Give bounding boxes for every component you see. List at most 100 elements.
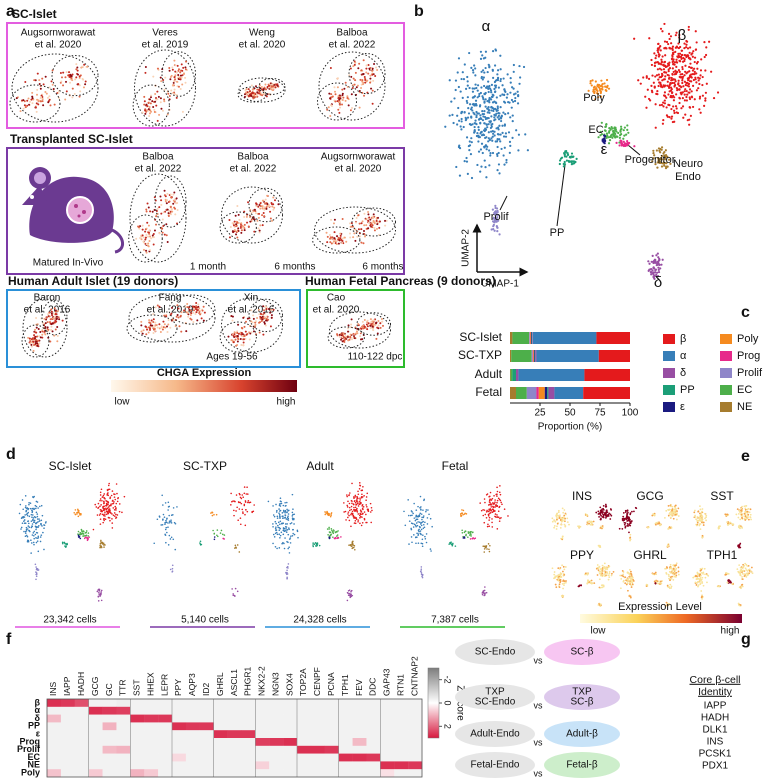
- cell-dot: [241, 229, 243, 231]
- cell-dot: [116, 493, 118, 495]
- cell-dot: [33, 344, 35, 346]
- cell-dot: [250, 95, 252, 97]
- cell-dot: [425, 538, 427, 540]
- cell-dot: [449, 114, 451, 116]
- cell-dot: [624, 582, 626, 584]
- cell-dot: [100, 509, 102, 511]
- cell-dot: [336, 235, 338, 237]
- cell-dot: [675, 93, 677, 95]
- cell-dot: [664, 91, 666, 93]
- cell-dot: [230, 504, 232, 506]
- cell-dot: [668, 70, 670, 72]
- cell-dot: [258, 309, 260, 311]
- cell-dot: [111, 522, 113, 524]
- cell-dot: [598, 568, 600, 570]
- cell-dot: [598, 86, 600, 88]
- cell-dot: [121, 512, 123, 514]
- cell-dot: [489, 498, 491, 500]
- cell-dot: [675, 61, 677, 63]
- cell-dot: [605, 567, 607, 569]
- cell-dot: [234, 229, 236, 231]
- cell-dot: [694, 71, 696, 73]
- cell-dot: [240, 232, 242, 234]
- cell-dot: [685, 96, 687, 98]
- cell-dot: [486, 545, 488, 547]
- cell-dot: [499, 95, 501, 97]
- cell-dot: [560, 574, 562, 576]
- cell-dot: [283, 543, 285, 545]
- cell-dot: [423, 524, 425, 526]
- cluster-label: Prolif: [483, 211, 509, 223]
- cell-dot: [484, 57, 486, 59]
- cell-dot: [287, 534, 289, 536]
- cell-dot: [161, 327, 163, 329]
- cell-dot: [485, 98, 487, 100]
- cell-dot: [750, 519, 752, 521]
- cell-dot: [175, 202, 177, 204]
- cell-dot: [155, 97, 157, 99]
- cell-dot: [99, 506, 101, 508]
- cell-dot: [460, 125, 462, 127]
- gene-label: PPY: [570, 548, 594, 562]
- cell-dot: [565, 580, 567, 582]
- cell-dot: [143, 329, 145, 331]
- cell-dot: [562, 507, 564, 509]
- cell-dot: [565, 514, 567, 516]
- cell-dot: [30, 539, 32, 541]
- cell-dot: [168, 544, 170, 546]
- cluster-label: Progenitor: [625, 154, 676, 166]
- cell-dot: [31, 96, 33, 98]
- cell-dot: [420, 568, 422, 570]
- cell-dot: [704, 69, 706, 71]
- cell-dot: [64, 542, 66, 544]
- cell-dot: [186, 303, 188, 305]
- cell-dot: [174, 198, 176, 200]
- cluster-outline: [222, 187, 283, 243]
- cell-dot: [496, 493, 498, 495]
- cell-dot: [339, 336, 341, 338]
- cell-dot: [496, 502, 498, 504]
- cell-dot: [500, 78, 502, 80]
- cell-dot: [162, 110, 164, 112]
- cell-dot: [280, 535, 282, 537]
- umap-title: Fetal: [442, 459, 469, 473]
- cell-dot: [619, 131, 621, 133]
- umap: [153, 486, 255, 597]
- cell-dot: [170, 208, 172, 210]
- umap-blob: [318, 52, 386, 120]
- cell-dot: [687, 79, 689, 81]
- cell-dot: [354, 501, 356, 503]
- cell-dot: [110, 504, 112, 506]
- cell-dot: [563, 165, 565, 167]
- cell-dot: [656, 74, 658, 76]
- cell-dot: [276, 511, 278, 513]
- cell-dot: [491, 140, 493, 142]
- cell-dot: [474, 83, 476, 85]
- cell-dot: [498, 87, 500, 89]
- cell-dot: [262, 317, 264, 319]
- cell-dot: [524, 133, 526, 135]
- cell-dot: [274, 199, 276, 201]
- cell-dot: [604, 573, 606, 575]
- cell-dot: [513, 64, 515, 66]
- cluster-label: PP: [550, 227, 565, 239]
- cell-dot: [373, 63, 375, 65]
- cell-dot: [259, 231, 261, 233]
- cell-dot: [350, 509, 352, 511]
- cell-dot: [492, 506, 494, 508]
- cell-dot: [619, 137, 621, 139]
- cell-dot: [562, 517, 564, 519]
- cell-dot: [53, 321, 55, 323]
- cell-dot: [177, 65, 179, 67]
- cell-dot: [668, 64, 670, 66]
- cell-dot: [626, 124, 628, 126]
- cell-dot: [261, 320, 263, 322]
- cell-dot: [88, 536, 90, 538]
- cell-dot: [280, 497, 282, 499]
- cluster-label: β: [678, 27, 687, 44]
- cell-dot: [490, 127, 492, 129]
- cell-dot: [238, 502, 240, 504]
- cell-dot: [477, 90, 479, 92]
- cell-dot: [107, 490, 109, 492]
